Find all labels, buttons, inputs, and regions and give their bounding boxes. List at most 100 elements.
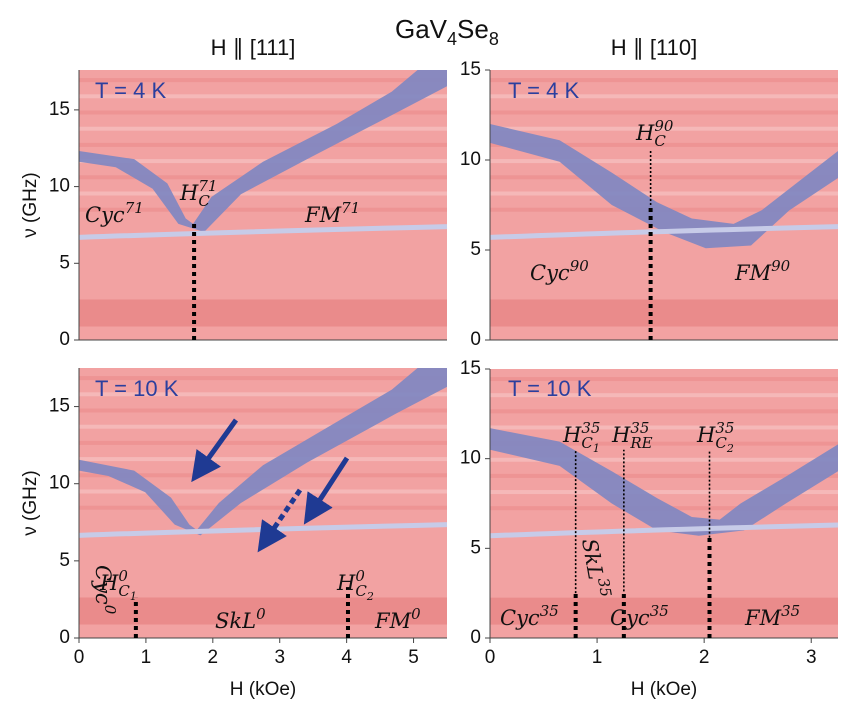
- x-tick-label: 0: [485, 647, 496, 668]
- annotation-base: Cyc: [91, 565, 115, 605]
- heatmap-stripe: [490, 78, 838, 83]
- y-tick-label: 15: [49, 99, 70, 120]
- annotation-superscript: 0: [118, 567, 128, 585]
- annotation-superscript: 35: [581, 419, 600, 437]
- heatmap-stripe: [490, 142, 838, 147]
- y-tick-label: 15: [460, 358, 481, 379]
- annotation-base: H: [611, 423, 631, 447]
- heatmap-stripe: [79, 408, 447, 413]
- annotation-base: SkL: [215, 609, 256, 633]
- arrow: [191, 418, 239, 483]
- heatmap-stripe: [79, 94, 447, 99]
- annotation: FM90: [734, 257, 791, 285]
- annotation-superscript: 71: [198, 177, 217, 195]
- temperature-label: T = 4 K: [508, 78, 579, 103]
- heatmap-band: [490, 299, 838, 327]
- heatmap-stripe: [490, 110, 838, 115]
- heatmap-stripe: [79, 142, 447, 147]
- heatmap-stripe: [490, 377, 838, 382]
- heatmap-stripe: [490, 490, 838, 495]
- heatmap-branch: [79, 70, 447, 232]
- annotation-subscript: C: [654, 132, 666, 150]
- annotation-base: H: [635, 121, 655, 145]
- annotation-subscript: C: [355, 582, 367, 600]
- x-tick-label: 3: [274, 647, 285, 668]
- heatmap-stripe: [79, 457, 447, 462]
- heatmap-stripe: [490, 441, 838, 446]
- temperature-label: T = 4 K: [95, 78, 166, 103]
- heatmap-stripe: [79, 78, 447, 83]
- temperature-label: T = 10 K: [95, 376, 179, 401]
- annotation: HC71: [179, 177, 217, 210]
- annotation-base: H: [336, 571, 356, 595]
- x-tick-label: 1: [592, 647, 603, 668]
- annotation: HC10: [99, 567, 137, 603]
- title-subscript: 4: [447, 29, 457, 49]
- heatmap-stripe: [490, 473, 838, 478]
- figure-title: GaV4Se8: [395, 14, 499, 49]
- heatmap-stripe: [490, 175, 838, 180]
- annotation-superscript: 35: [650, 602, 669, 620]
- annotation-base: Cyc: [530, 261, 570, 285]
- annotation: Cyc35: [610, 602, 669, 630]
- heatmap-stripe: [490, 159, 838, 164]
- heatmap-stripe: [79, 159, 447, 164]
- heatmap-branch: [490, 428, 838, 536]
- annotation-base: Cyc: [500, 606, 540, 630]
- heatmap-stripe: [490, 457, 838, 462]
- annotation: Cyc71: [85, 199, 144, 227]
- annotation-base: FM: [374, 609, 412, 633]
- annotation-superscript: 35: [630, 419, 649, 437]
- heatmap-stripe: [79, 376, 447, 381]
- annotation-base: FM: [734, 261, 772, 285]
- temperature-label: T = 10 K: [508, 376, 592, 401]
- y-tick-label: 10: [460, 448, 481, 469]
- x-tick-label: 2: [699, 647, 710, 668]
- x-tick-label: 5: [408, 647, 419, 668]
- title-subscript: 8: [489, 29, 499, 49]
- annotation-base: Cyc: [610, 606, 650, 630]
- heatmap-stripe: [490, 94, 838, 99]
- heatmap-stripe: [490, 393, 838, 398]
- annotation: Cyc90: [530, 257, 589, 285]
- annotation-base: FM: [744, 606, 782, 630]
- annotation-superscript: 0: [411, 605, 421, 623]
- annotation-base: Cyc: [85, 203, 125, 227]
- annotation-base: H: [99, 571, 119, 595]
- annotation: SkL0: [215, 605, 266, 633]
- annotation: Cyc35: [500, 602, 559, 630]
- annotation: Cyc0: [91, 565, 119, 615]
- y-tick-label: 0: [59, 329, 70, 350]
- annotation-superscript: 90: [570, 257, 590, 275]
- annotation-superscript: 35: [540, 602, 559, 620]
- heatmap-branch: [78, 522, 448, 538]
- y-tick-label: 0: [59, 627, 70, 648]
- heatmap-stripe: [79, 207, 447, 212]
- annotation-subscript: C: [118, 582, 130, 600]
- heatmap-stripe: [79, 505, 447, 510]
- heatmap-stripe: [79, 424, 447, 429]
- y-tick-label: 5: [470, 537, 481, 558]
- arrow: [257, 488, 303, 553]
- heatmap-stripe: [490, 425, 838, 430]
- y-tick-label: 10: [460, 149, 481, 170]
- y-tick-label: 10: [49, 176, 70, 197]
- annotation: HC1 35: [562, 419, 600, 455]
- heatmap-stripe: [490, 409, 838, 414]
- x-tick-label: 0: [74, 647, 85, 668]
- y-tick-label: 5: [59, 252, 70, 273]
- annotation-superscript: 35: [715, 419, 734, 437]
- heatmap-branch: [489, 224, 839, 240]
- annotation-superscript: 35: [594, 576, 615, 598]
- annotation: HC2 35: [696, 419, 734, 455]
- x-tick-label: 2: [208, 647, 219, 668]
- annotation-base: FM: [304, 203, 342, 227]
- heatmap-band: [79, 299, 447, 327]
- heatmap-branch: [79, 368, 447, 536]
- y-tick-label: 10: [49, 473, 70, 494]
- y-tick-label: 5: [59, 550, 70, 571]
- y-tick-label: 5: [470, 239, 481, 260]
- annotation-superscript: 90: [771, 257, 791, 275]
- annotation: HC20: [336, 567, 374, 603]
